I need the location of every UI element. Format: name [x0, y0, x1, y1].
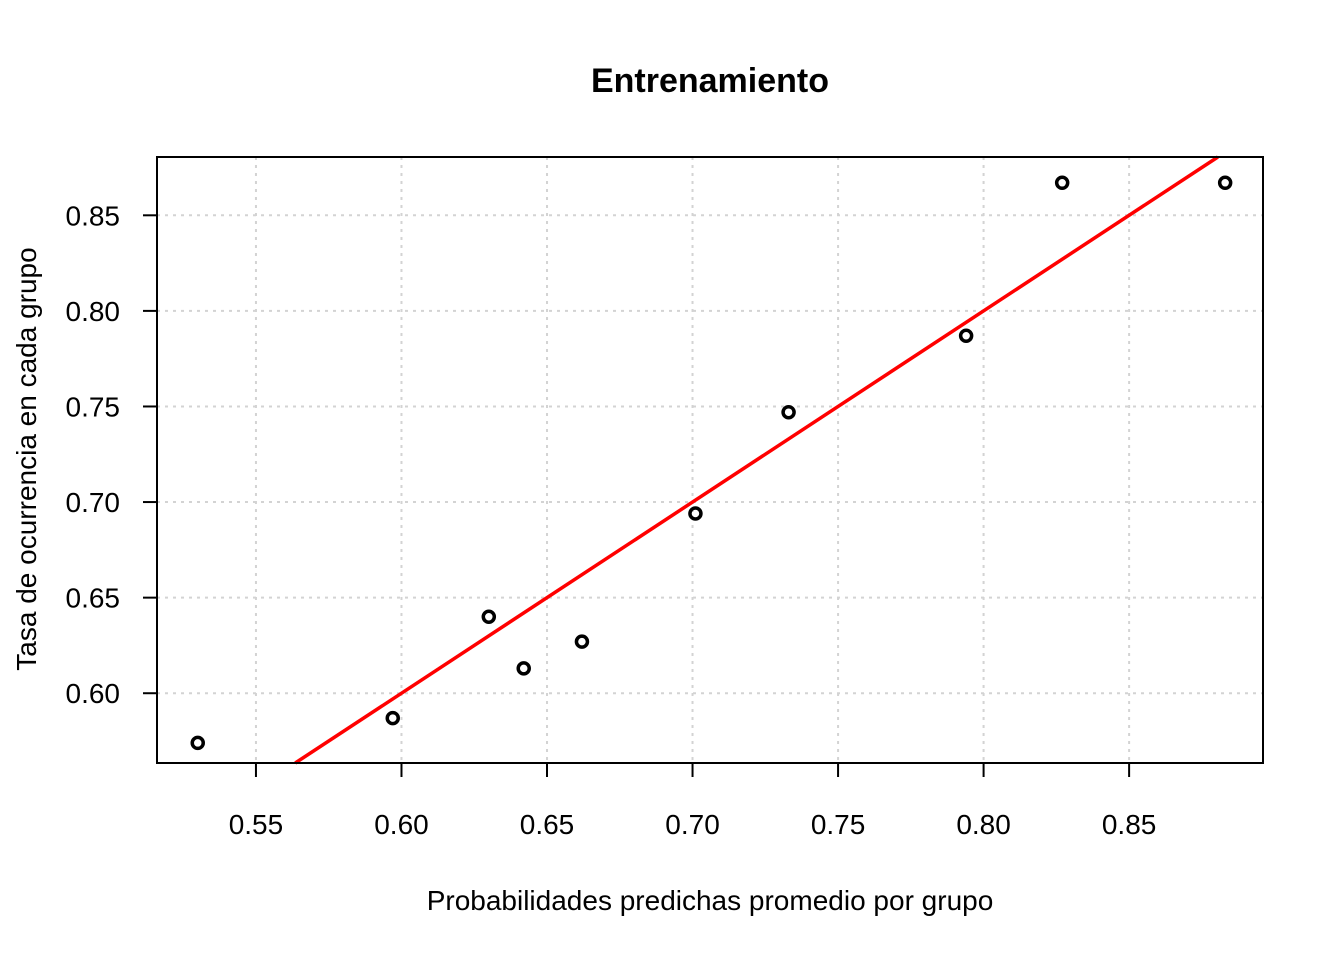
- y-axis-label: Tasa de ocurrencia en cada grupo: [11, 247, 42, 670]
- x-tick-label-4: 0.75: [811, 809, 866, 840]
- x-tick-label-1: 0.60: [374, 809, 429, 840]
- chart-title: Entrenamiento: [591, 62, 829, 100]
- reference-line: [294, 155, 1219, 765]
- data-point-6: [781, 404, 796, 420]
- data-point-4: [574, 634, 590, 649]
- data-point-0: [190, 735, 205, 751]
- data-points: [190, 175, 1233, 751]
- y-tick-label-0: 0.60: [66, 678, 121, 709]
- data-point-8: [1054, 175, 1070, 191]
- x-tick-label-3: 0.70: [665, 809, 720, 840]
- reference-line-group: [294, 155, 1219, 765]
- data-point-5: [688, 506, 703, 521]
- y-tick-label-3: 0.75: [66, 391, 121, 422]
- x-tick-label-2: 0.65: [520, 809, 575, 840]
- x-axis-label: Probabilidades predichas promedio por gr…: [427, 885, 994, 916]
- plot-frame: [156, 156, 1264, 764]
- x-tick-label-0: 0.55: [229, 809, 284, 840]
- data-point-7: [958, 328, 974, 343]
- y-tick-label-4: 0.80: [66, 296, 121, 327]
- x-tick-label-5: 0.80: [956, 809, 1011, 840]
- y-tick-label-5: 0.85: [66, 200, 121, 231]
- data-point-2: [481, 609, 497, 625]
- data-point-3: [516, 661, 531, 676]
- data-point-1: [385, 710, 401, 726]
- x-axis: 0.55 0.60 0.65 0.70 0.75 0.80 0.85: [229, 763, 1157, 840]
- y-axis: 0.60 0.65 0.70 0.75 0.80 0.85: [66, 200, 157, 709]
- x-tick-label-6: 0.85: [1102, 809, 1157, 840]
- data-point-9: [1217, 175, 1233, 191]
- y-tick-label-2: 0.70: [66, 487, 121, 518]
- y-tick-label-1: 0.65: [66, 583, 121, 614]
- grid-lines: [157, 157, 1263, 763]
